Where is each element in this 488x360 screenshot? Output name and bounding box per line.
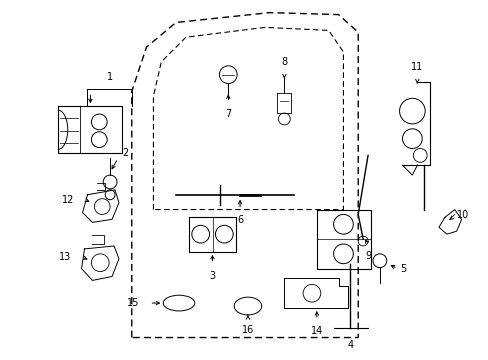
Text: 16: 16 [242, 325, 254, 335]
Text: 14: 14 [310, 326, 323, 336]
Text: 2: 2 [122, 148, 128, 158]
Text: 4: 4 [346, 341, 353, 351]
Text: 5: 5 [400, 264, 406, 274]
Text: 12: 12 [62, 195, 75, 205]
Text: 8: 8 [281, 57, 287, 67]
Text: 3: 3 [209, 271, 215, 280]
Text: 15: 15 [127, 298, 140, 308]
Text: 10: 10 [456, 211, 468, 220]
Text: 6: 6 [237, 215, 243, 225]
Text: 11: 11 [410, 62, 423, 72]
Text: 9: 9 [364, 251, 370, 261]
Text: 13: 13 [59, 252, 71, 262]
Text: 7: 7 [224, 109, 231, 119]
Text: 1: 1 [107, 72, 113, 82]
